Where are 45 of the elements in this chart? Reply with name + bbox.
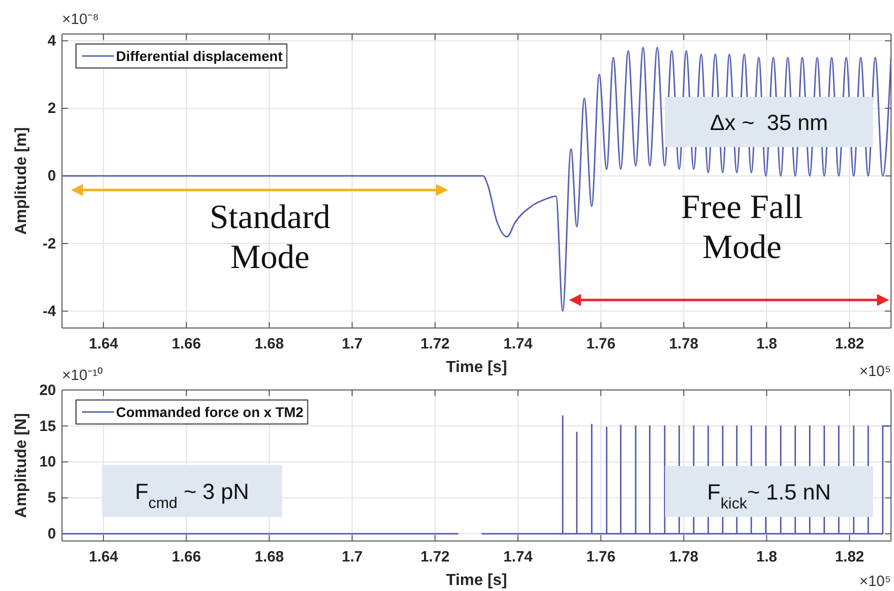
x-tick-label: 1.82	[834, 548, 864, 566]
x-axis-title: Time [s]	[446, 572, 508, 589]
text: ×10⁵	[859, 573, 891, 590]
annotation: Free Fall Mode	[681, 189, 803, 266]
legend-label: Commanded force on x TM2	[116, 404, 304, 420]
y-tick-label: 15	[39, 418, 56, 435]
x-tick-label: 1.64	[88, 548, 119, 566]
annotation: Δx ~ 35 nm	[710, 110, 828, 135]
x-tick-label: 1.78	[669, 336, 698, 353]
x-tick-label: 1.64	[88, 336, 119, 353]
annotation: F$_{kick}$~ 1.5 nN	[707, 480, 831, 512]
legend-label: Differential displacement	[116, 48, 283, 64]
x-tick-label: 1.68	[254, 548, 284, 566]
y-tick-label: 5	[48, 490, 56, 507]
x-tick-label: 1.82	[834, 336, 864, 353]
x-tick-label: 1.72	[420, 336, 450, 353]
x-tick-label: 1.7	[342, 336, 363, 353]
x-tick-label: 1.66	[172, 548, 201, 566]
x-tick-label: 1.66	[172, 336, 201, 353]
y-axis-title: Amplitude [N]	[13, 413, 30, 518]
y-tick-label: 10	[39, 454, 56, 471]
x-tick-label: 1.78	[669, 548, 698, 566]
x-axis-title: Time [s]	[446, 359, 508, 376]
y-tick-label: 0	[48, 168, 56, 185]
text: ×10⁻¹⁰	[62, 367, 102, 384]
x-tick-label: 1.8	[756, 336, 778, 353]
annotation: F$_{cmd}$ ~ 3 pN	[134, 479, 250, 512]
x-tick-label: 1.7	[342, 548, 363, 566]
text: ×10⁻⁸	[62, 11, 99, 28]
y-axis-title: Amplitude [m]	[13, 127, 30, 235]
annotation: Standard Mode	[210, 199, 330, 276]
text: ×10⁵	[859, 363, 891, 380]
y-tick-label: 2	[48, 100, 56, 118]
x-tick-label: 1.72	[420, 548, 450, 566]
x-tick-label: 1.68	[254, 336, 284, 353]
y-tick-label: -2	[42, 235, 56, 252]
x-tick-label: 1.8	[756, 548, 778, 566]
x-tick-label: 1.74	[503, 548, 534, 566]
y-tick-label: -4	[42, 302, 57, 320]
y-tick-label: 0	[48, 526, 56, 543]
x-tick-label: 1.74	[503, 336, 534, 353]
x-tick-label: 1.76	[586, 548, 616, 566]
y-tick-label: 4	[48, 32, 57, 50]
x-tick-label: 1.76	[586, 336, 616, 353]
y-tick-label: 20	[39, 382, 56, 399]
